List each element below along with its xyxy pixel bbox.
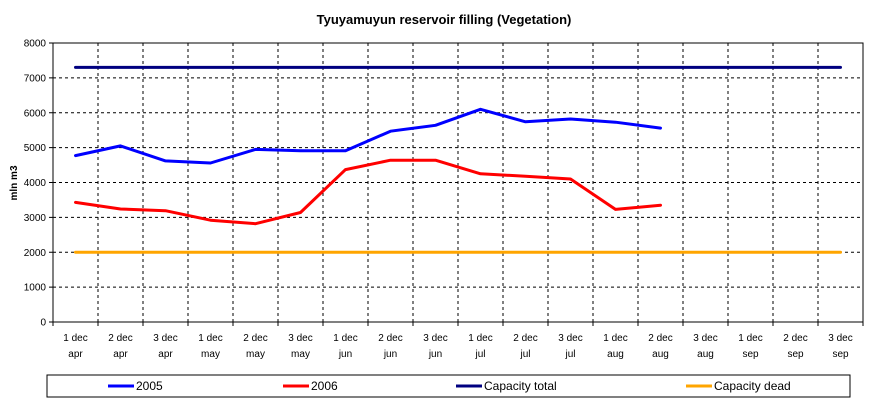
x-tick-label: 3 dec: [828, 333, 852, 344]
x-tick-label: 3 dec: [693, 333, 717, 344]
x-tick-label: 1 dec: [198, 333, 222, 344]
x-tick-label: apr: [158, 349, 173, 360]
x-tick-label: aug: [607, 349, 624, 360]
legend-label: 2005: [136, 379, 163, 393]
x-tick-label: 3 dec: [558, 333, 582, 344]
x-tick-label: apr: [113, 349, 128, 360]
legend-label: Capacity dead: [714, 379, 791, 393]
legend: 2005 2006 Capacity total Capacity dead: [108, 379, 791, 393]
legend-label: 2006: [311, 379, 338, 393]
x-tick-label: sep: [742, 349, 759, 360]
y-tick-label: 1000: [24, 283, 47, 294]
x-tick-label: jun: [428, 349, 442, 360]
y-tick-label: 6000: [24, 108, 47, 119]
y-tick-label: 4000: [24, 178, 47, 189]
y-tick-label: 2000: [24, 248, 47, 259]
y-tick-label: 3000: [24, 213, 47, 224]
x-tick-label: 2 dec: [513, 333, 537, 344]
y-tick-label: 0: [40, 318, 46, 329]
x-tick-label: 2 dec: [648, 333, 672, 344]
y-tick-label: 7000: [24, 73, 47, 84]
x-tick-label: 2 dec: [243, 333, 267, 344]
x-tick-label: 3 dec: [423, 333, 447, 344]
chart-title: Tyuyamuyun reservoir filling (Vegetation…: [317, 12, 572, 27]
x-tick-label: sep: [787, 349, 804, 360]
x-tick-label: jun: [338, 349, 352, 360]
x-tick-label: apr: [68, 349, 83, 360]
x-tick-label: jul: [564, 349, 575, 360]
x-tick-label: 1 dec: [738, 333, 762, 344]
x-tick-label: aug: [697, 349, 714, 360]
x-tick-label: 1 dec: [603, 333, 627, 344]
x-tick-label: 1 dec: [468, 333, 492, 344]
x-tick-label: 3 dec: [153, 333, 177, 344]
legend-label: Capacity total: [484, 379, 557, 393]
x-tick-label: may: [291, 349, 310, 360]
x-tick-label: 1 dec: [63, 333, 87, 344]
y-tick-label: 5000: [24, 143, 47, 154]
x-tick-label: jul: [474, 349, 485, 360]
y-axis-label: mln m3: [9, 165, 20, 200]
series-lines: [74, 65, 842, 254]
x-tick-label: 3 dec: [288, 333, 312, 344]
y-axis: 0 1000 2000 3000 4000 5000 6000 7000 8000: [24, 39, 53, 329]
x-tick-label: 2 dec: [378, 333, 402, 344]
x-tick-label: 2 dec: [783, 333, 807, 344]
x-tick-label: may: [201, 349, 220, 360]
x-tick-label: 1 dec: [333, 333, 357, 344]
y-tick-label: 8000: [24, 39, 47, 50]
x-tick-label: sep: [832, 349, 849, 360]
series-line-2005: [74, 107, 662, 165]
x-axis: 1 dec apr 2 dec apr 3 dec apr 1 dec may 2 dec may…: [52, 322, 864, 360]
x-tick-label: jun: [383, 349, 397, 360]
x-tick-label: may: [246, 349, 265, 360]
x-tick-label: 2 dec: [108, 333, 132, 344]
series-line-2006: [74, 158, 662, 226]
legend-box: [46, 374, 851, 398]
x-tick-label: jul: [519, 349, 530, 360]
x-tick-label: aug: [652, 349, 669, 360]
